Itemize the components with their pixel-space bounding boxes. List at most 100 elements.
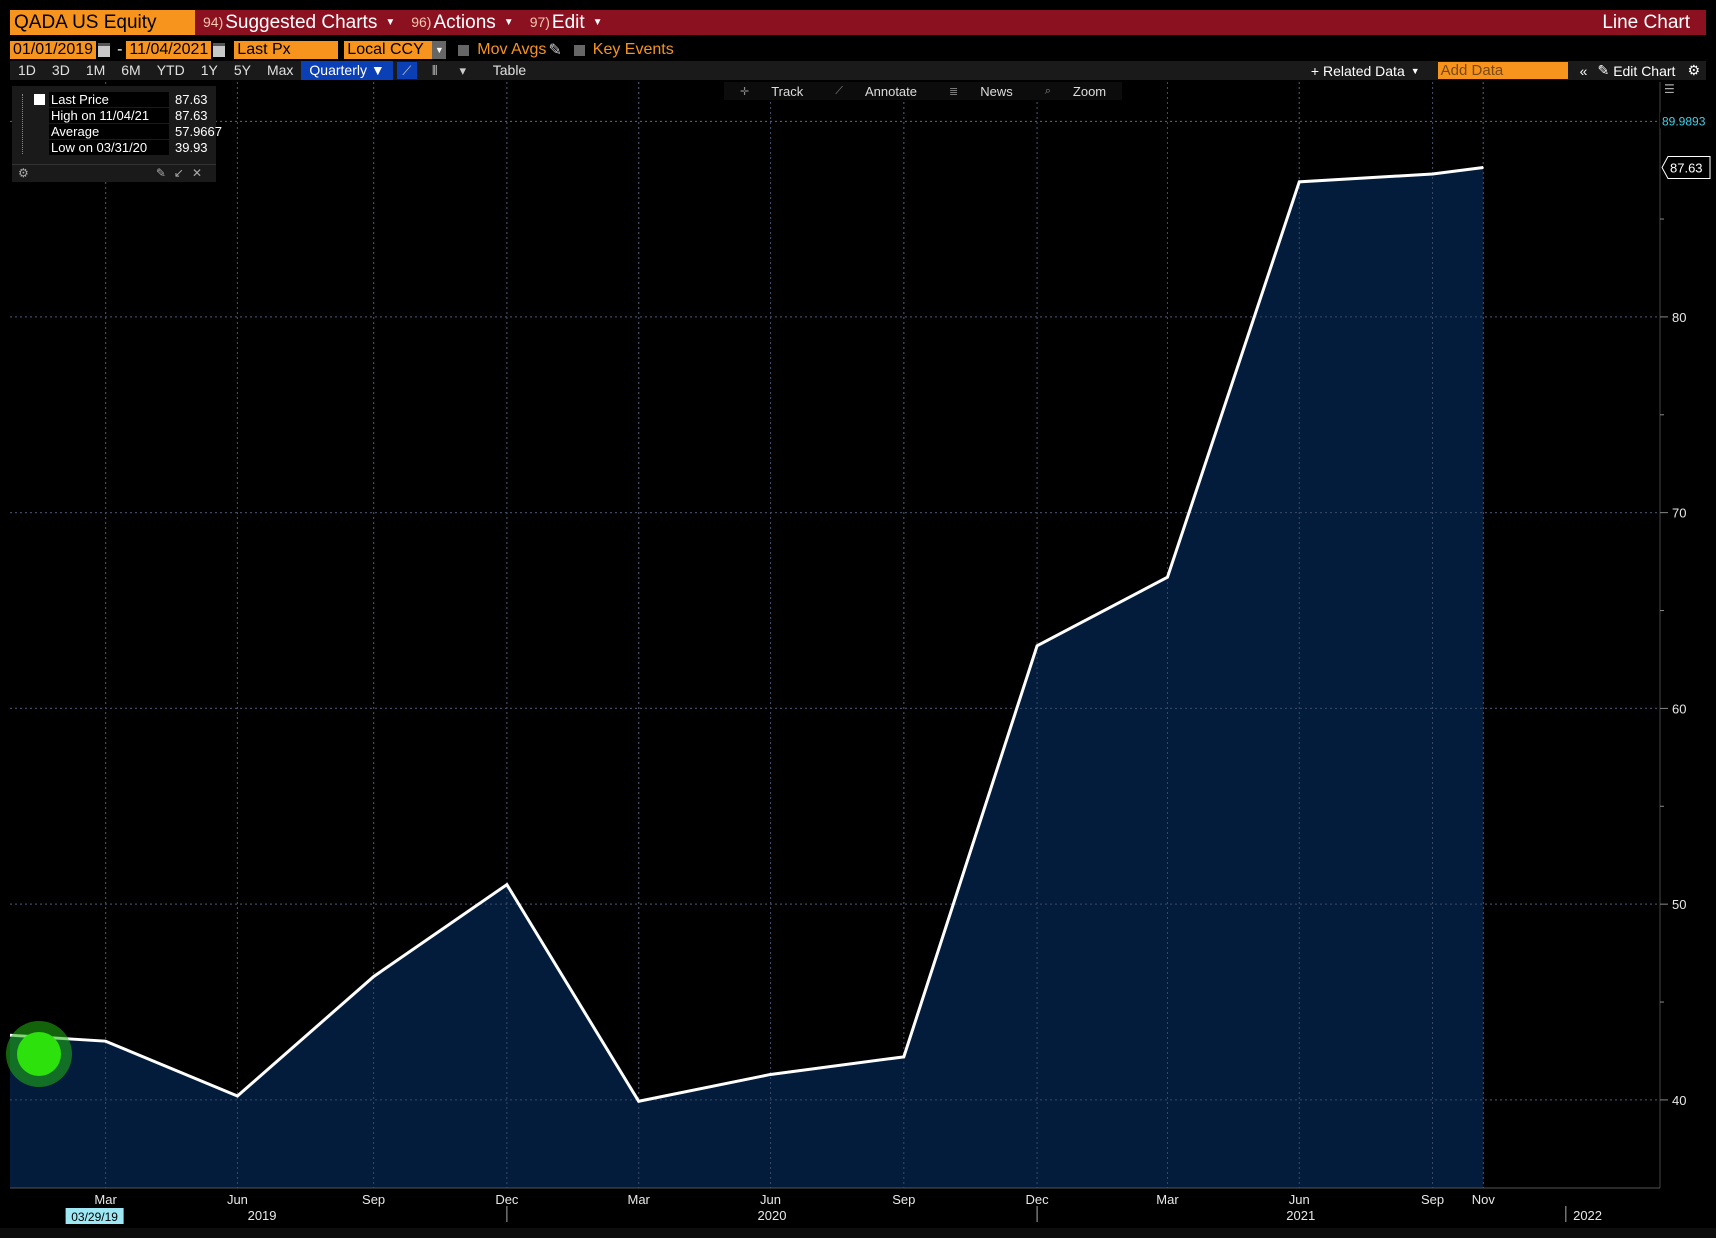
last-value-label-bg	[1661, 156, 1711, 180]
date-separator: -	[117, 41, 123, 58]
caret-down-icon: ▼	[1410, 65, 1420, 76]
mov-avgs-label[interactable]: Mov Avgs	[477, 41, 547, 58]
title-bar: QADA US Equity 94) Suggested Charts ▼ 96…	[10, 10, 1706, 35]
legend-value: 39.93	[175, 140, 208, 155]
gear-icon[interactable]: ⚙	[1687, 62, 1700, 78]
track-label: Track	[771, 83, 804, 99]
legend-row-average: Average 57.9667	[49, 124, 222, 139]
range-max-button[interactable]: Max	[266, 62, 294, 78]
right-toolbar: + Related Data ▼ Add Data « ✎ Edit Chart…	[1311, 62, 1706, 79]
x-month-label: Jun	[227, 1192, 248, 1207]
field-select[interactable]: Last Px	[234, 41, 339, 59]
legend-toggle-icon[interactable]: ☰	[1664, 82, 1675, 96]
edit-menu[interactable]: 97) Edit ▼	[522, 10, 611, 35]
upper-value-label: 89.9893	[1662, 114, 1706, 128]
legend-row-low: Low on 03/31/20 39.93	[49, 140, 208, 155]
pencil-icon[interactable]: ✎	[548, 42, 562, 59]
x-month-label: Jun	[760, 1192, 781, 1207]
range-1d-button[interactable]: 1D	[18, 62, 36, 78]
legend-tree-lines	[22, 94, 36, 154]
chart-tools: ✛ Track ⟋ Annotate ≣ News ⌕ Zoom	[724, 82, 1123, 100]
caret-down-icon: ▼	[592, 17, 603, 28]
last-value-label: 87.63	[1670, 161, 1703, 176]
start-date-input[interactable]: 01/01/2019	[10, 41, 97, 59]
legend-box[interactable]: Last Price 87.63 High on 11/04/21 87.63 …	[12, 86, 222, 182]
last-price-swatch[interactable]	[34, 94, 45, 105]
data-point	[1482, 167, 1484, 169]
chart-kind-label: Line Chart	[1602, 11, 1690, 33]
controls-row: 01/01/2019 - 11/04/2021 Last Px Local CC…	[10, 40, 674, 60]
zoom-tool[interactable]: ⌕ Zoom	[1029, 82, 1122, 100]
crosshair-icon: ✛	[740, 85, 750, 98]
first-date-label-bg	[65, 1208, 124, 1224]
caret-down-icon: ▼	[503, 17, 514, 28]
range-3d-button[interactable]: 3D	[51, 62, 70, 78]
x-month-label: Mar	[94, 1192, 117, 1207]
y-tick-label: 50	[1672, 897, 1686, 912]
mov-avgs-checkbox[interactable]	[458, 44, 470, 56]
x-year-label: 2021	[1286, 1208, 1315, 1223]
legend-value: 87.63	[175, 108, 208, 123]
bar-chart-icon[interactable]: ⫴	[432, 62, 438, 78]
menu-label: Edit	[551, 12, 585, 33]
annotate-tool[interactable]: ⟋ Annotate	[819, 82, 933, 100]
range-ytd-button[interactable]: YTD	[156, 62, 185, 78]
range-5y-button[interactable]: 5Y	[233, 62, 251, 78]
x-month-label: Dec	[495, 1192, 519, 1207]
news-tool[interactable]: ≣ News	[933, 82, 1029, 100]
edit-chart-button[interactable]: Edit Chart	[1613, 62, 1676, 79]
table-button[interactable]: Table	[492, 62, 527, 78]
suggested-charts-menu[interactable]: 94) Suggested Charts ▼	[195, 10, 403, 35]
data-point	[1298, 181, 1300, 183]
close-icon[interactable]: ✕	[191, 166, 210, 180]
range-1m-button[interactable]: 1M	[85, 62, 106, 78]
frequency-label: Quarterly	[309, 62, 367, 78]
x-month-label: Mar	[1156, 1192, 1179, 1207]
chart-type-dropdown-icon[interactable]: ▾	[459, 62, 467, 78]
data-point	[1036, 645, 1038, 647]
frequency-select[interactable]: Quarterly ▼	[301, 61, 393, 80]
bottom-strip	[0, 1228, 1716, 1238]
end-date-input[interactable]: 11/04/2021	[126, 41, 212, 59]
menu-label: Suggested Charts	[225, 12, 378, 33]
line-chart-icon[interactable]: ⟋	[396, 62, 417, 79]
data-point	[770, 1073, 772, 1075]
data-point	[506, 884, 508, 886]
related-data-button[interactable]: Related Data	[1323, 62, 1405, 79]
x-month-label: Dec	[1026, 1192, 1050, 1207]
resize-icon[interactable]: ↙	[173, 166, 192, 180]
key-events-checkbox[interactable]	[573, 44, 585, 56]
news-icon: ≣	[949, 85, 959, 98]
menu-number: 96)	[411, 14, 432, 30]
add-data-input[interactable]: Add Data	[1437, 62, 1568, 79]
legend-label: High on 11/04/21	[49, 108, 169, 123]
legend-controls[interactable]: ✎↙✕	[156, 166, 210, 180]
range-1y-button[interactable]: 1Y	[200, 62, 218, 78]
track-tool[interactable]: ✛ Track	[724, 82, 819, 100]
ticker-field[interactable]: QADA US Equity	[10, 10, 195, 35]
calendar-icon[interactable]	[98, 43, 111, 57]
pin-icon[interactable]: ✎	[155, 166, 174, 180]
caret-down-icon: ▼	[370, 62, 385, 78]
range-6m-button[interactable]: 6M	[121, 62, 141, 78]
magnifier-icon: ⌕	[1044, 84, 1051, 97]
y-tick-label: 40	[1672, 1093, 1686, 1108]
plus-icon[interactable]: +	[1310, 62, 1320, 79]
collapse-icon[interactable]: «	[1579, 62, 1588, 79]
key-events-label[interactable]: Key Events	[592, 41, 674, 58]
caret-down-icon: ▼	[385, 17, 396, 28]
x-month-label: Sep	[1421, 1192, 1444, 1207]
dropdown-arrow-icon[interactable]: ▼	[432, 41, 447, 59]
legend-row-high: High on 11/04/21 87.63	[49, 108, 208, 123]
currency-select[interactable]: Local CCY	[344, 41, 433, 59]
calendar-icon[interactable]	[213, 43, 226, 57]
actions-menu[interactable]: 96) Actions ▼	[403, 10, 521, 35]
x-year-label: 2022	[1573, 1208, 1602, 1223]
x-month-label: Jun	[1289, 1192, 1310, 1207]
pencil-icon[interactable]: ✎	[1597, 62, 1610, 78]
price-area-fill	[10, 167, 1484, 1189]
gear-icon[interactable]: ⚙	[18, 166, 29, 180]
legend-label: Average	[49, 124, 169, 139]
zoom-label: Zoom	[1072, 83, 1107, 99]
